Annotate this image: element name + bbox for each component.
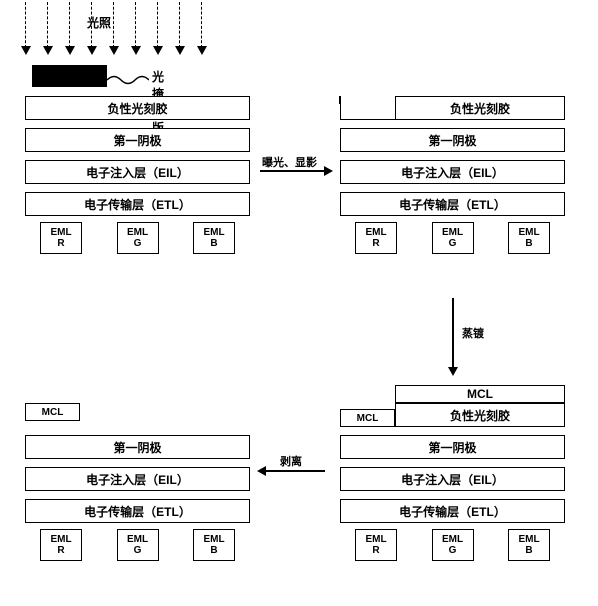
layer-text: 电子注入层（EIL） [401,164,504,181]
eml-r: EMLR [355,529,397,561]
layer-cathode1: 第一阴极 [340,128,565,152]
eml-g: EMLG [117,529,159,561]
light-arrows [20,2,203,57]
layer-eil: 电子注入层（EIL） [340,467,565,491]
down-arrow [201,2,203,57]
layer-text: 电子传输层（ETL） [84,196,191,213]
layer-text: 第一阴极 [113,439,161,456]
down-arrow [157,2,159,57]
layer-text: 电子注入层（EIL） [86,164,189,181]
eml-b: EMLB [508,529,550,561]
layer-cathode1: 第一阴极 [340,435,565,459]
mask-assembly: 光掩膜版 [32,65,107,87]
layer-cathode1: 第一阴极 [25,128,250,152]
down-arrow [135,2,137,57]
eml-r: EMLR [355,222,397,254]
layer-resist: 负性光刻胶 [25,96,250,120]
layer-text: MCL [467,387,493,401]
eml-g: EMLG [117,222,159,254]
layer-text: 电子注入层（EIL） [401,471,504,488]
resist-notch [340,96,395,120]
light-indicator: 光照 [20,2,203,57]
arrow-liftoff-label: 剥离 [280,453,302,469]
eml-row: EMLR EMLG EMLB [25,222,250,254]
eml-r: EMLR [40,529,82,561]
layer-eil: 电子注入层（EIL） [340,160,565,184]
eml-row: EMLR EMLG EMLB [25,529,250,561]
eml-b: EMLB [193,222,235,254]
panel-d: MCL 第一阴极 电子注入层（EIL） 电子传输层（ETL） EMLR EMLG… [25,403,250,561]
eml-g: EMLG [432,529,474,561]
arrow-evaporate-label: 蒸镀 [462,325,484,341]
layer-text: 电子传输层（ETL） [84,503,191,520]
layer-text: 第一阴极 [428,439,476,456]
eml-b: EMLB [193,529,235,561]
layer-text: 负性光刻胶 [107,100,167,117]
layer-eil: 电子注入层（EIL） [25,467,250,491]
layer-cathode1: 第一阴极 [25,435,250,459]
layer-etl: 电子传输层（ETL） [340,192,565,216]
layer-text: 第一阴极 [113,132,161,149]
layer-text: 电子注入层（EIL） [86,471,189,488]
panel-b: 负性光刻胶 第一阴极 电子注入层（EIL） 电子传输层（ETL） EMLR EM… [340,96,565,254]
mask-block [32,65,107,87]
layer-text: 第一阴极 [428,132,476,149]
down-arrow [69,2,71,57]
mcl-mini-text: MCL [357,413,379,424]
down-arrow [25,2,27,57]
down-arrow [113,2,115,57]
mcl-mini: MCL [340,409,395,427]
layer-resist: 负性光刻胶 [395,403,565,427]
layer-text: 电子传输层（ETL） [399,196,506,213]
eml-b: EMLB [508,222,550,254]
layer-mcl-top: MCL [395,385,565,403]
layer-etl: 电子传输层（ETL） [340,499,565,523]
mcl-mini: MCL [25,403,80,421]
layer-text: 负性光刻胶 [450,100,510,117]
layer-etl: 电子传输层（ETL） [25,192,250,216]
arrow-expose [260,170,325,172]
layer-text: 负性光刻胶 [450,407,510,424]
arrow-expose-label: 曝光、显影 [262,154,317,170]
down-arrow [179,2,181,57]
layer-resist: 负性光刻胶 [395,96,565,120]
light-label: 光照 [87,14,111,31]
panel-a: 负性光刻胶 第一阴极 电子注入层（EIL） 电子传输层（ETL） EMLR EM… [25,96,250,254]
eml-r: EMLR [40,222,82,254]
eml-row: EMLR EMLG EMLB [340,222,565,254]
down-arrow [47,2,49,57]
eml-g: EMLG [432,222,474,254]
mask-leader [107,73,149,87]
eml-row: EMLR EMLG EMLB [340,529,565,561]
mcl-mini-text: MCL [42,407,64,418]
layer-text: 电子传输层（ETL） [399,503,506,520]
panel-c: MCL 负性光刻胶 MCL 第一阴极 电子注入层（EIL） 电子传输层（ETL）… [340,385,565,561]
layer-eil: 电子注入层（EIL） [25,160,250,184]
arrow-evaporate [452,298,454,368]
layer-etl: 电子传输层（ETL） [25,499,250,523]
arrow-liftoff [265,470,325,472]
